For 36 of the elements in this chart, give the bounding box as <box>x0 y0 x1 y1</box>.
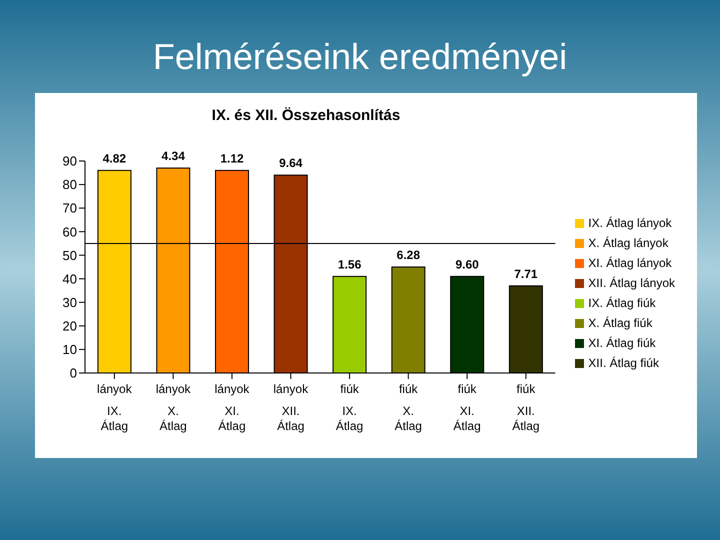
chart-subtitle: IX. és XII. Összehasonlítás <box>210 107 402 124</box>
y-tick-label: 50 <box>62 248 77 263</box>
legend-label: XI. Átlag lányok <box>588 256 672 270</box>
y-tick-label: 40 <box>62 271 77 286</box>
text: 4.82 <box>102 151 126 166</box>
y-tick-label: 80 <box>62 177 77 192</box>
text: 9.60 <box>455 257 479 272</box>
y-tick-label: 0 <box>70 366 77 381</box>
x-tick-label: lányok X. Átlag <box>156 382 192 433</box>
text: 1.12 <box>220 151 244 166</box>
x-tick-label: fiúk XII. Átlag <box>512 382 540 433</box>
text: 1.56 <box>338 257 362 272</box>
x-tick-label: lányok XI. Átlag <box>214 382 250 433</box>
text: 6.28 <box>396 248 420 262</box>
y-tick-label: 30 <box>62 294 77 310</box>
chart-title: Felméréseink eredményei <box>152 36 568 78</box>
legend-label: X. Átlag fiúk <box>588 316 652 330</box>
legend-label: XII. Átlag fiúk <box>588 356 659 370</box>
x-tick-label: lányok XII. Átlag <box>273 382 310 433</box>
legend-label: IX. Átlag fiúk <box>588 296 656 310</box>
y-tick-label: 60 <box>62 224 77 240</box>
y-tick-label: 70 <box>62 200 77 216</box>
y-tick-label: 90 <box>62 154 77 169</box>
x-tick-label: fiúk X. Átlag <box>394 382 422 433</box>
text: 7.71 <box>514 266 538 281</box>
y-tick-label: 20 <box>62 318 77 334</box>
x-tick-label: fiúk XI. Átlag <box>453 382 481 433</box>
y-tick-label: 10 <box>62 342 77 358</box>
legend-label: XII. Átlag lányok <box>588 276 675 290</box>
legend-label: X. Átlag lányok <box>588 236 668 250</box>
text: 4.34 <box>162 149 185 164</box>
legend-label: XI. Átlag fiúk <box>588 336 656 350</box>
legend-label: IX. Átlag lányok <box>588 216 672 230</box>
x-tick-label: lányok IX. Átlag <box>97 382 133 433</box>
text: 9.64 <box>279 156 302 170</box>
x-tick-label: fiúk IX. Átlag <box>336 382 364 433</box>
